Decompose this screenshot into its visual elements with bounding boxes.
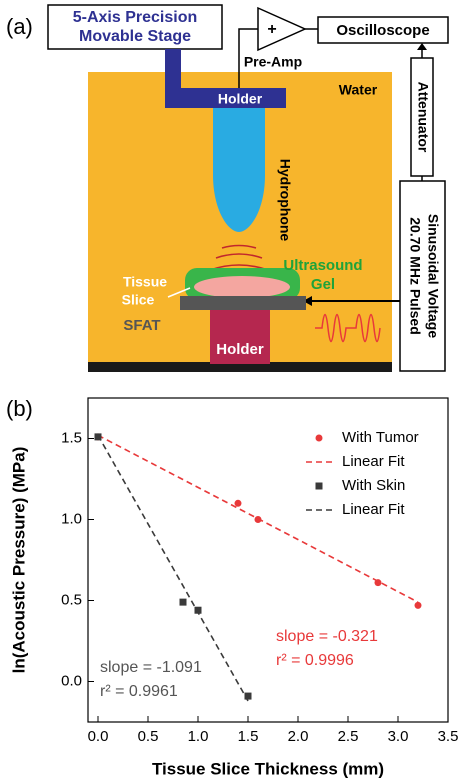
oscilloscope-box	[317, 16, 449, 44]
plot-frame	[87, 397, 449, 723]
wire	[238, 28, 258, 88]
holder-arm	[165, 49, 286, 108]
holder-label: Holder	[216, 341, 264, 358]
legend-label: Linear Fit	[342, 501, 405, 518]
y-tick-label: 0.0	[61, 672, 82, 689]
voltage-label: 20.70 MHz Pulsed	[407, 217, 423, 335]
point	[414, 601, 422, 609]
annotation: r² = 0.9961	[100, 683, 178, 700]
tissue-slice	[194, 276, 290, 298]
x-tick-label: 2.0	[288, 728, 309, 745]
stage-label: Movable Stage	[79, 28, 191, 45]
legend-label: Linear Fit	[342, 453, 405, 470]
y-tick-label: 0.5	[61, 591, 82, 608]
holder-label: Holder	[218, 91, 263, 107]
arrow	[167, 287, 191, 298]
sfat-plate	[180, 296, 306, 310]
tank-bottom	[88, 362, 392, 372]
hydrophone-label: Hydrophone	[277, 159, 293, 242]
waveform	[315, 313, 381, 343]
y-tick-label: 1.0	[61, 510, 82, 527]
amp-sign: +	[267, 21, 276, 38]
stage-label: 5-Axis Precision	[73, 9, 198, 26]
legend-swatch	[315, 434, 323, 442]
point	[179, 598, 187, 606]
fit-line	[97, 434, 419, 603]
y-tick-label: 1.5	[61, 429, 82, 446]
x-tick-label: 0.5	[138, 728, 159, 745]
x-tick-label: 3.5	[438, 728, 459, 745]
gel-label: Gel	[311, 276, 335, 293]
preamp	[257, 6, 307, 52]
arrow-head	[417, 43, 427, 50]
bottom-holder	[210, 310, 270, 364]
x-tick-label: 1.5	[238, 728, 259, 745]
stage-box	[47, 4, 223, 50]
attenuator-label: Attenuator	[415, 82, 431, 153]
sfat-label: SFAT	[123, 317, 160, 334]
ultrasound-waves	[204, 244, 274, 284]
annotation: slope = -0.321	[276, 628, 378, 645]
legend-swatch	[315, 482, 323, 490]
point	[234, 499, 242, 507]
x-axis-title: Tissue Slice Thickness (mm)	[152, 759, 384, 778]
point	[244, 692, 252, 700]
x-tick-label: 2.5	[338, 728, 359, 745]
legend-label: With Tumor	[342, 429, 419, 446]
preamp-label: Pre-Amp	[244, 54, 302, 70]
x-tick-label: 3.0	[388, 728, 409, 745]
oscilloscope-label: Oscilloscope	[336, 22, 429, 39]
arrow-head	[303, 296, 312, 306]
voltage-label: Sinusoidal Voltage	[425, 214, 441, 338]
x-tick-label: 0.0	[88, 728, 109, 745]
x-tick-label: 1.0	[188, 728, 209, 745]
panel-label: (a)	[6, 14, 33, 39]
water-label: Water	[339, 82, 378, 98]
tissue-label: Tissue	[123, 274, 167, 290]
annotation: r² = 0.9996	[276, 652, 354, 669]
fit-line	[97, 434, 249, 702]
voltage-box	[399, 180, 446, 372]
point	[194, 606, 202, 614]
panel-label: (b)	[6, 396, 33, 421]
hydrophone	[213, 108, 265, 232]
gel-label: Ultrasound	[283, 257, 362, 274]
tissue-label: Slice	[122, 292, 155, 308]
annotation: slope = -1.091	[100, 659, 202, 676]
y-axis-title: ln(Acoustic Pressure) (MPa)	[9, 447, 28, 674]
legend-label: With Skin	[342, 477, 405, 494]
